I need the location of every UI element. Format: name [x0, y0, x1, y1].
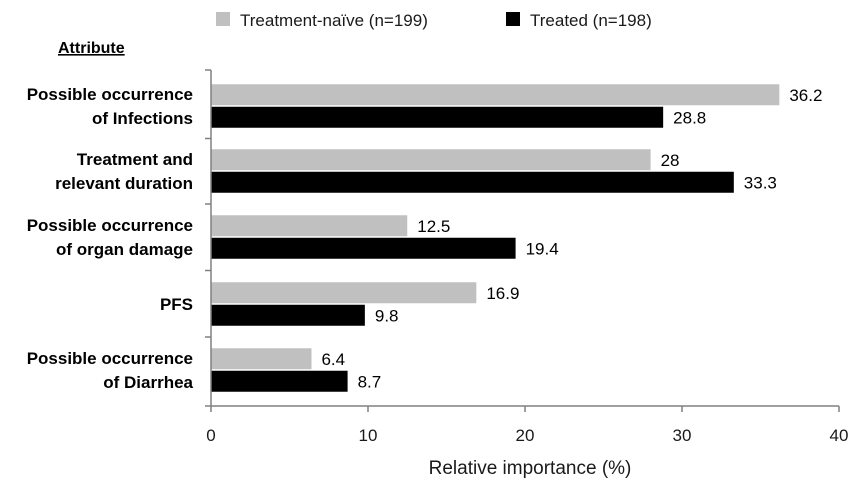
x-tick-label: 10: [359, 426, 378, 445]
bar-treatment-naive: [211, 282, 477, 304]
data-label: 8.7: [358, 372, 382, 391]
category-label: Treatment and: [77, 150, 193, 169]
category-label: of Diarrhea: [103, 373, 193, 392]
data-label: 16.9: [486, 284, 519, 303]
bar-treatment-naive: [211, 84, 780, 106]
bar-treated: [211, 237, 516, 259]
category-label: of organ damage: [56, 240, 193, 259]
data-label: 33.3: [744, 173, 777, 192]
category-label: PFS: [160, 295, 193, 314]
category-label: relevant duration: [55, 174, 193, 193]
bar-treated: [211, 106, 664, 128]
x-tick-label: 30: [673, 426, 692, 445]
data-label: 19.4: [526, 239, 559, 258]
legend-swatch: [216, 12, 230, 26]
x-tick-label: 0: [206, 426, 215, 445]
bar-treatment-naive: [211, 149, 651, 171]
legend-swatch: [506, 12, 520, 26]
x-tick-label: 20: [516, 426, 535, 445]
data-label: 28.8: [673, 108, 706, 127]
legend-label: Treatment-naïve (n=199): [240, 11, 428, 30]
category-label: Possible occurrence: [27, 85, 193, 104]
category-label: Possible occurrence: [27, 349, 193, 368]
data-label: 12.5: [417, 217, 450, 236]
bar-treatment-naive: [211, 215, 408, 237]
category-label: Possible occurrence: [27, 216, 193, 235]
bar-treated: [211, 304, 365, 326]
data-label: 6.4: [321, 350, 345, 369]
legend: Treatment-naïve (n=199) Treated (n=198): [216, 11, 652, 30]
bar-treated: [211, 370, 348, 392]
category-labels: Possible occurrence of Infections Treatmen…: [27, 85, 194, 392]
bar-treatment-naive: [211, 348, 312, 370]
x-axis-title: Relative importance (%): [429, 458, 632, 479]
legend-label: Treated (n=198): [530, 11, 652, 30]
bars: 36.2 28.8 28 33.3 12.5 19.4 16.9 9.8 6.4 8.7: [211, 84, 822, 392]
x-tick-label: 40: [830, 426, 849, 445]
category-label: of Infections: [92, 109, 193, 128]
axes: 0 10 20 30 40: [205, 69, 849, 445]
category-heading: Attribute: [58, 40, 125, 57]
bar-treated: [211, 171, 734, 193]
data-label: 9.8: [375, 306, 399, 325]
data-label: 28: [661, 151, 680, 170]
data-label: 36.2: [789, 86, 822, 105]
